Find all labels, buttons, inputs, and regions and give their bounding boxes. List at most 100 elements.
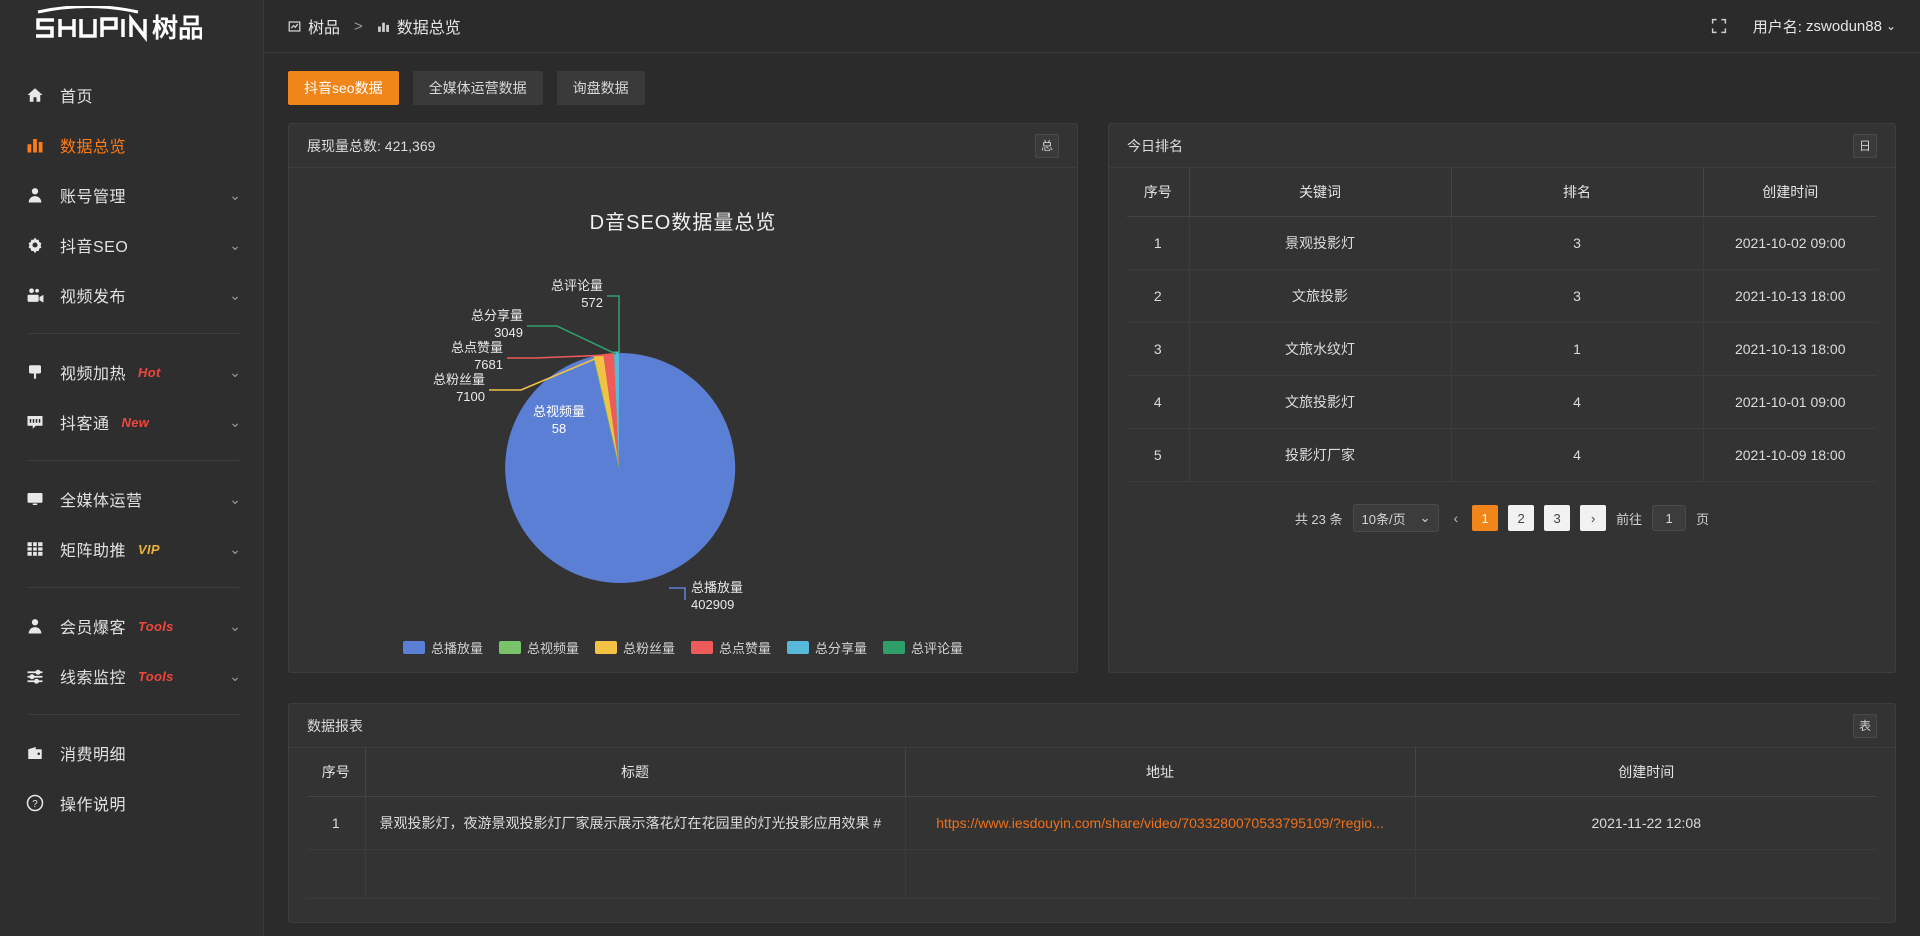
legend-item[interactable]: 总粉丝量 xyxy=(594,638,675,657)
cell-keyword: 文旅水纹灯 xyxy=(1189,322,1452,376)
chart-period-badge[interactable]: 总 xyxy=(1035,133,1059,158)
legend-item[interactable]: 总分享量 xyxy=(787,638,867,657)
table-row[interactable]: 1 景观投影灯 3 2021-10-02 09:00 xyxy=(1127,216,1877,270)
sidebar-item-label: 会员爆客 xyxy=(60,620,127,637)
chart-card-header: 展现量总数: 421,369 总 xyxy=(289,124,1077,168)
pie-label-shares-name: 总分享量 xyxy=(471,308,523,323)
sidebar-item-home[interactable]: 首页 xyxy=(0,70,263,120)
sidebar-item-omnimedia[interactable]: 全媒体运营 ⌄ xyxy=(0,474,263,524)
user-prefix-label: 用户名: xyxy=(1752,18,1802,36)
fullscreen-icon[interactable] xyxy=(1711,18,1727,34)
chevron-down-icon: ⌄ xyxy=(229,667,241,684)
cell-url[interactable]: https://www.iesdouyin.com/share/video/70… xyxy=(905,796,1416,850)
sidebar-item-consumption-detail[interactable]: 消费明细 xyxy=(0,728,263,778)
cell-rank: 3 xyxy=(1451,216,1704,270)
cell-created: 2021-10-02 09:00 xyxy=(1703,216,1877,270)
user-menu[interactable]: 用户名: zswodun88 ⌄ xyxy=(1753,16,1896,37)
legend-item[interactable]: 总评论量 xyxy=(883,638,963,657)
column-header-title: 标题 xyxy=(365,748,906,797)
legend-label: 总播放量 xyxy=(430,641,483,656)
table-row[interactable] xyxy=(307,849,1877,899)
page-size-value: 10条/页 xyxy=(1361,511,1406,527)
video-link[interactable]: https://www.iesdouyin.com/share/video/70… xyxy=(936,815,1384,831)
sidebar-divider xyxy=(28,333,239,334)
column-header-keyword: 关键词 xyxy=(1189,168,1452,217)
cell-title xyxy=(365,849,906,899)
table-row[interactable]: 3 文旅水纹灯 1 2021-10-13 18:00 xyxy=(1127,322,1877,376)
cell-rank: 4 xyxy=(1451,375,1704,429)
sidebar-item-data-overview[interactable]: 数据总览 xyxy=(0,120,263,170)
sidebar-item-video-boost[interactable]: 视频加热 Hot ⌄ xyxy=(0,347,263,397)
sidebar-item-label: 全媒体运营 xyxy=(60,493,143,510)
sidebar-item-video-publish[interactable]: 视频发布 ⌄ xyxy=(0,270,263,320)
table-row[interactable]: 1 景观投影灯，夜游景观投影灯厂家展示展示落花灯在花园里的灯光投影应用效果 # … xyxy=(307,796,1877,850)
cell-rank: 1 xyxy=(1451,322,1704,376)
table-row[interactable]: 4 文旅投影灯 4 2021-10-01 09:00 xyxy=(1127,375,1877,429)
pagination-page-2[interactable]: 2 xyxy=(1508,505,1535,531)
cell-index xyxy=(307,849,366,899)
sidebar-nav: 首页 数据总览 账号管理 ⌄ 抖音SEO ⌄ xyxy=(0,52,263,828)
sidebar-item-account-management[interactable]: 账号管理 ⌄ xyxy=(0,170,263,220)
pie-label-fans-name: 总粉丝量 xyxy=(433,372,485,387)
table-header-row: 序号 关键词 排名 创建时间 xyxy=(1127,168,1877,217)
cell-keyword: 文旅投影 xyxy=(1189,269,1452,323)
sidebar-item-instructions[interactable]: ? 操作说明 xyxy=(0,778,263,828)
data-report-table-wrap: 序号 标题 地址 创建时间 1 景观投影灯，夜游景观投影灯厂家展示展示落花灯在花… xyxy=(289,748,1895,899)
sidebar-item-lead-monitor[interactable]: 线索监控 Tools ⌄ xyxy=(0,651,263,701)
cell-keyword: 景观投影灯 xyxy=(1189,216,1452,270)
legend-item[interactable]: 总视频量 xyxy=(498,638,579,657)
table-row[interactable]: 5 投影灯厂家 4 2021-10-09 18:00 xyxy=(1127,428,1877,482)
pagination-page-3[interactable]: 3 xyxy=(1544,505,1571,531)
sidebar-item-douyin-seo[interactable]: 抖音SEO ⌄ xyxy=(0,220,263,270)
pie-chart-svg: 总评论量 572 总分享量 3049 总点赞量 7681 总粉丝量 7100 总… xyxy=(433,278,743,612)
ranking-period-badge[interactable]: 日 xyxy=(1853,133,1877,158)
data-report-title: 数据报表 xyxy=(307,717,363,734)
sidebar-item-label: 视频发布 xyxy=(60,289,127,306)
sidebar-item-label: 首页 xyxy=(60,89,94,106)
sidebar-item-douketong[interactable]: 抖客通 New ⌄ xyxy=(0,397,263,447)
shupin-logo-icon: 树品 xyxy=(36,6,202,43)
topbar-divider xyxy=(264,52,1920,53)
monitor-icon xyxy=(24,488,46,510)
sidebar-item-label: 消费明细 xyxy=(60,747,127,764)
pagination-prev[interactable]: ‹ xyxy=(1453,510,1459,526)
cell-created xyxy=(1415,849,1877,899)
data-report-badge[interactable]: 表 xyxy=(1853,713,1877,738)
sidebar-item-label: 账号管理 xyxy=(60,189,127,206)
tab-omnimedia[interactable]: 全媒体运营数据 xyxy=(412,71,543,105)
breadcrumb-root-label[interactable]: 树品 xyxy=(308,20,341,37)
main-area: 树品 > 数据总览 用户名: zswodun88 ⌄ xyxy=(264,0,1920,936)
cell-index: 3 xyxy=(1127,322,1190,376)
tab-douyin-seo[interactable]: 抖音seo数据 xyxy=(288,71,399,105)
table-row[interactable]: 2 文旅投影 3 2021-10-13 18:00 xyxy=(1127,269,1877,323)
sidebar-item-matrix-boost[interactable]: 矩阵助推 VIP ⌄ xyxy=(0,524,263,574)
cell-title-text: 景观投影灯，夜游景观投影灯厂家展示展示落花灯在花园里的灯光投影应用效果 # xyxy=(379,815,882,831)
cell-index: 1 xyxy=(1127,216,1190,270)
pie-label-videos-name: 总视频量 xyxy=(533,404,585,419)
pagination-jump-input[interactable] xyxy=(1652,505,1687,531)
legend-item[interactable]: 总播放量 xyxy=(402,638,483,657)
pie-label-fans-value: 7100 xyxy=(456,389,485,404)
pagination-next[interactable]: › xyxy=(1580,505,1607,531)
sidebar-item-member-boost[interactable]: 会员爆客 Tools ⌄ xyxy=(0,601,263,651)
tab-inquiry[interactable]: 询盘数据 xyxy=(556,71,645,105)
pie-label-comments-name: 总评论量 xyxy=(551,278,603,293)
top-bar-right: 用户名: zswodun88 ⌄ xyxy=(1711,16,1896,37)
legend-label: 总粉丝量 xyxy=(622,641,675,656)
sidebar-item-label: 线索监控 xyxy=(60,670,127,687)
chevron-down-icon: ⌄ xyxy=(229,413,241,430)
legend-swatch xyxy=(594,641,617,654)
bar-chart-icon xyxy=(24,134,46,156)
legend-item[interactable]: 总点赞量 xyxy=(691,638,771,657)
chevron-down-icon: ⌄ xyxy=(1419,510,1431,525)
pagination-page-1[interactable]: 1 xyxy=(1472,505,1499,531)
sidebar-item-label: 抖音SEO xyxy=(60,239,129,256)
cell-created: 2021-10-09 18:00 xyxy=(1703,428,1877,482)
breadcrumb-current-icon xyxy=(377,20,390,33)
data-report-card: 数据报表 表 序号 标题 地址 创建时间 xyxy=(288,703,1896,923)
pagination-total: 共 23 条 xyxy=(1294,511,1343,527)
sliders-icon xyxy=(24,665,46,687)
legend-swatch xyxy=(691,641,713,654)
brand-logo[interactable]: 树品 xyxy=(0,0,263,52)
page-size-select[interactable]: 10条/页 ⌄ xyxy=(1352,504,1440,532)
